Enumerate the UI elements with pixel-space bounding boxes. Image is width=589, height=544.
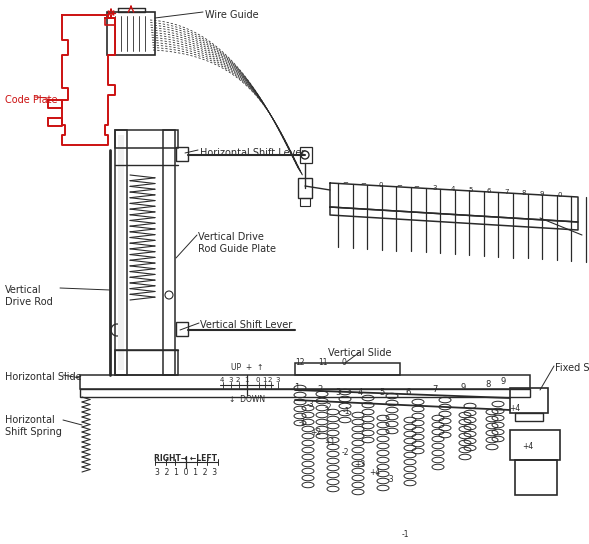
Text: −: − bbox=[342, 180, 348, 186]
Text: 9: 9 bbox=[461, 383, 466, 392]
Text: 3  2  1  0  1  2  3: 3 2 1 0 1 2 3 bbox=[155, 468, 217, 477]
Bar bbox=[107, 12, 155, 55]
Text: 7: 7 bbox=[432, 385, 438, 394]
Text: 9: 9 bbox=[501, 377, 505, 386]
Text: 4: 4 bbox=[220, 377, 224, 383]
Text: 3: 3 bbox=[228, 377, 233, 383]
Text: 7: 7 bbox=[504, 189, 508, 195]
Bar bbox=[80, 389, 530, 397]
Bar bbox=[163, 130, 175, 375]
Bar bbox=[115, 130, 127, 375]
Text: +3: +3 bbox=[355, 460, 366, 469]
Text: Horizontal Slide: Horizontal Slide bbox=[5, 372, 82, 382]
Text: +1: +1 bbox=[325, 438, 336, 447]
Text: 0: 0 bbox=[558, 192, 562, 198]
Bar bbox=[515, 413, 543, 421]
Bar bbox=[115, 130, 178, 148]
Text: 3: 3 bbox=[432, 185, 437, 191]
Text: Vertical
Drive Rod: Vertical Drive Rod bbox=[5, 285, 53, 307]
Bar bbox=[295, 363, 400, 375]
Text: RIGHT→ ←LEFT: RIGHT→ ←LEFT bbox=[154, 454, 217, 463]
Bar bbox=[176, 322, 188, 336]
Text: +4: +4 bbox=[522, 442, 534, 451]
Text: -1: -1 bbox=[298, 418, 306, 427]
Text: -2: -2 bbox=[341, 448, 349, 457]
Text: +4: +4 bbox=[369, 468, 380, 477]
Text: 2: 2 bbox=[317, 385, 323, 394]
Text: 1: 1 bbox=[294, 383, 300, 392]
Bar bbox=[300, 147, 312, 163]
Text: 11: 11 bbox=[318, 358, 327, 367]
Text: +2: +2 bbox=[310, 428, 322, 437]
Text: UP  +  ↑: UP + ↑ bbox=[231, 363, 263, 372]
Text: 3: 3 bbox=[275, 377, 280, 383]
Text: 2: 2 bbox=[236, 377, 240, 383]
Text: 0: 0 bbox=[342, 358, 347, 367]
Bar bbox=[510, 388, 548, 413]
Text: -2: -2 bbox=[325, 403, 332, 412]
Text: −: − bbox=[413, 184, 419, 190]
Text: -3: -3 bbox=[306, 400, 314, 409]
Text: Vertical Slide: Vertical Slide bbox=[328, 348, 392, 358]
Text: Horizontal Shift Lever: Horizontal Shift Lever bbox=[200, 148, 305, 158]
Text: Wire Guide: Wire Guide bbox=[205, 10, 259, 20]
Bar bbox=[510, 430, 560, 460]
Text: 1: 1 bbox=[244, 377, 249, 383]
Text: 0: 0 bbox=[256, 377, 260, 383]
Text: −: − bbox=[396, 183, 402, 189]
Bar bbox=[300, 198, 310, 206]
Text: -3: -3 bbox=[386, 475, 394, 484]
Text: ↓  DOWN: ↓ DOWN bbox=[229, 395, 265, 404]
Text: −: − bbox=[360, 181, 366, 187]
Bar bbox=[298, 178, 312, 198]
Bar bbox=[115, 350, 178, 375]
Text: 9: 9 bbox=[540, 191, 544, 197]
Text: +4: +4 bbox=[509, 404, 521, 413]
Text: 12: 12 bbox=[295, 358, 305, 367]
Text: Fixed Stops: Fixed Stops bbox=[555, 363, 589, 373]
Text: 1: 1 bbox=[262, 377, 266, 383]
Circle shape bbox=[301, 151, 309, 159]
Text: 3: 3 bbox=[335, 388, 340, 397]
Bar bbox=[515, 460, 557, 495]
Text: 8: 8 bbox=[522, 190, 527, 196]
Bar bbox=[176, 147, 188, 161]
Text: 5: 5 bbox=[468, 187, 472, 193]
Text: Vertical Drive
Rod Guide Plate: Vertical Drive Rod Guide Plate bbox=[198, 232, 276, 254]
Text: 0: 0 bbox=[379, 182, 383, 188]
Text: 8: 8 bbox=[485, 380, 491, 389]
Bar bbox=[80, 375, 530, 389]
Bar bbox=[118, 135, 124, 370]
Text: -1: -1 bbox=[401, 530, 409, 539]
Text: Vertical Shift Lever: Vertical Shift Lever bbox=[200, 320, 292, 330]
Text: 4: 4 bbox=[358, 388, 363, 397]
Text: 2: 2 bbox=[268, 377, 272, 383]
Text: Horizontal
Shift Spring: Horizontal Shift Spring bbox=[5, 415, 62, 437]
Text: 6: 6 bbox=[405, 388, 411, 397]
Text: -1: -1 bbox=[342, 407, 350, 416]
Text: 4: 4 bbox=[451, 186, 455, 192]
Text: 5: 5 bbox=[379, 388, 385, 397]
Text: Code Plate: Code Plate bbox=[5, 95, 58, 105]
Text: 6: 6 bbox=[486, 188, 491, 194]
